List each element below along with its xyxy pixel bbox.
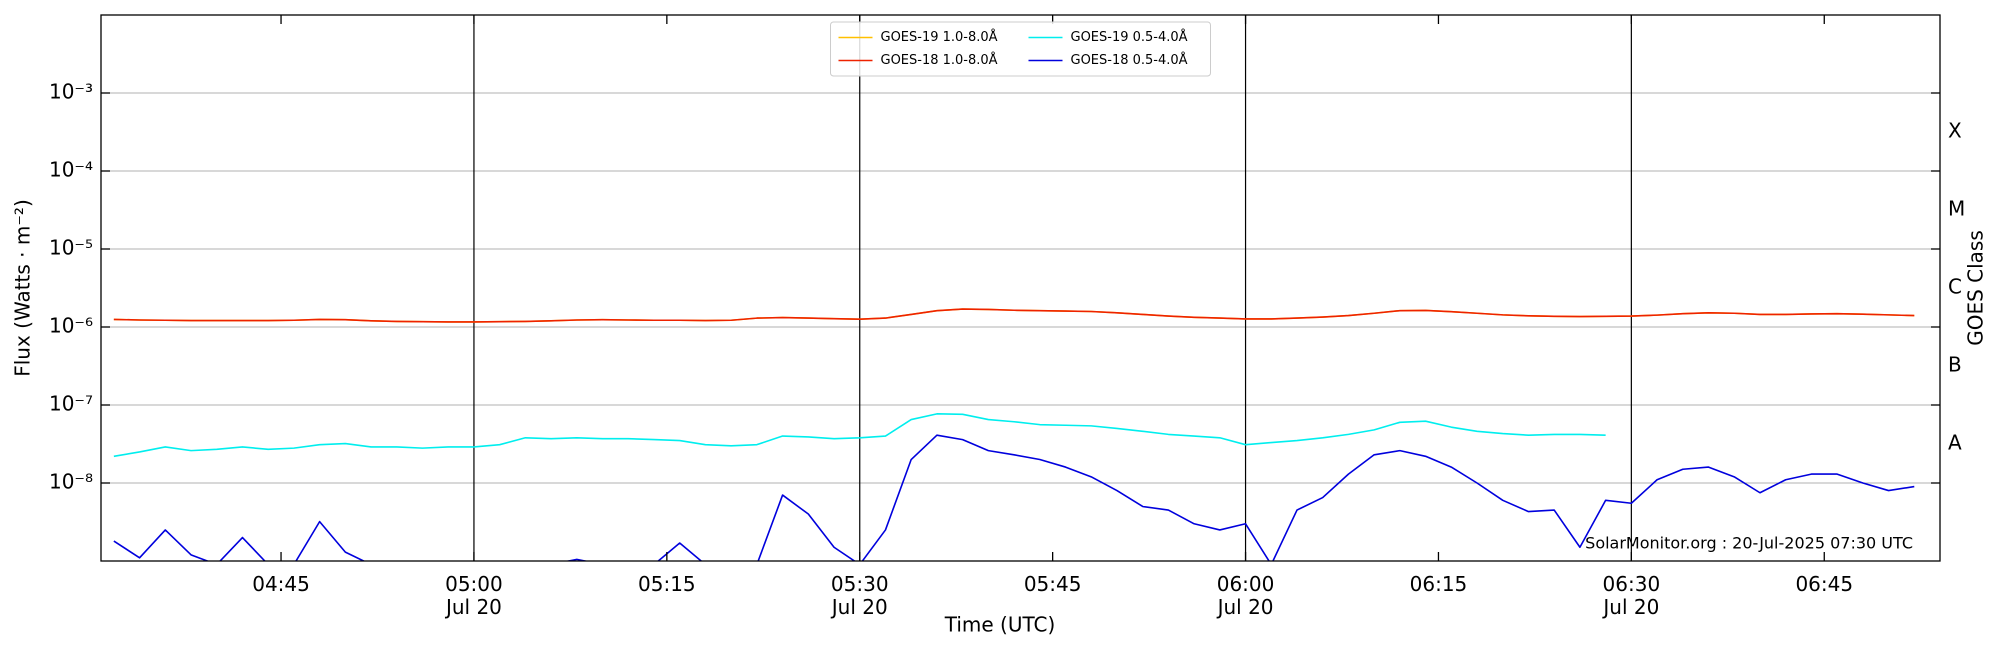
x-tick-date-label: Jul 20	[1601, 595, 1659, 619]
y-tick-label: 10⁻⁵	[49, 236, 93, 260]
y-axis-label: Flux (Watts · m⁻²)	[11, 199, 35, 377]
y-tick-label: 10⁻⁸	[49, 470, 93, 494]
x-axis-label: Time (UTC)	[944, 613, 1056, 637]
y2-tick-label: B	[1948, 353, 1962, 377]
y2-tick-label: C	[1948, 275, 1962, 299]
legend-box	[830, 21, 1211, 77]
legend: GOES-19 1.0-8.0Å GOES-18 1.0-8.0Å GOES-19 …	[830, 21, 1211, 77]
y-tick-label: 10⁻³	[49, 80, 93, 104]
legend-label: GOES-19 1.0-8.0Å	[881, 29, 998, 45]
x-tick-label: 05:30	[831, 572, 889, 596]
grid	[101, 15, 1940, 561]
plot-frame	[100, 14, 1941, 562]
series-line	[113, 413, 1606, 458]
series-line	[113, 308, 1915, 323]
y-tick-label: 10⁻⁶	[49, 314, 93, 338]
x-tick-label: 06:15	[1410, 572, 1468, 596]
x-tick-date-label: Jul 20	[830, 595, 888, 619]
y2-tick-label: M	[1948, 197, 1965, 221]
x-tick-label: 04:45	[252, 572, 310, 596]
x-tick-label: 05:45	[1024, 572, 1082, 596]
series-line	[113, 434, 1915, 561]
y2-tick-label: X	[1948, 119, 1962, 143]
x-tick-date-label: Jul 20	[1216, 595, 1274, 619]
legend-label: GOES-18 1.0-8.0Å	[881, 52, 998, 68]
x-tick-label: 06:45	[1795, 572, 1853, 596]
x-tick-label: 05:00	[445, 572, 503, 596]
annotation: SolarMonitor.org : 20-Jul-2025 07:30 UTC	[1585, 534, 1913, 553]
x-tick-label: 05:15	[638, 572, 696, 596]
y-tick-label: 10⁻⁴	[49, 158, 93, 182]
x-tick-label: 06:30	[1603, 572, 1661, 596]
x-tick-label: 06:00	[1217, 572, 1275, 596]
y-tick-label: 10⁻⁷	[49, 392, 93, 416]
y2-axis-label: GOES Class	[1964, 230, 1988, 346]
x-tick-date-label: Jul 20	[444, 595, 502, 619]
legend-label: GOES-19 0.5-4.0Å	[1071, 29, 1188, 45]
y2-tick-label: A	[1948, 431, 1962, 455]
plot-area	[113, 308, 1915, 561]
legend-label: GOES-18 0.5-4.0Å	[1071, 52, 1188, 68]
